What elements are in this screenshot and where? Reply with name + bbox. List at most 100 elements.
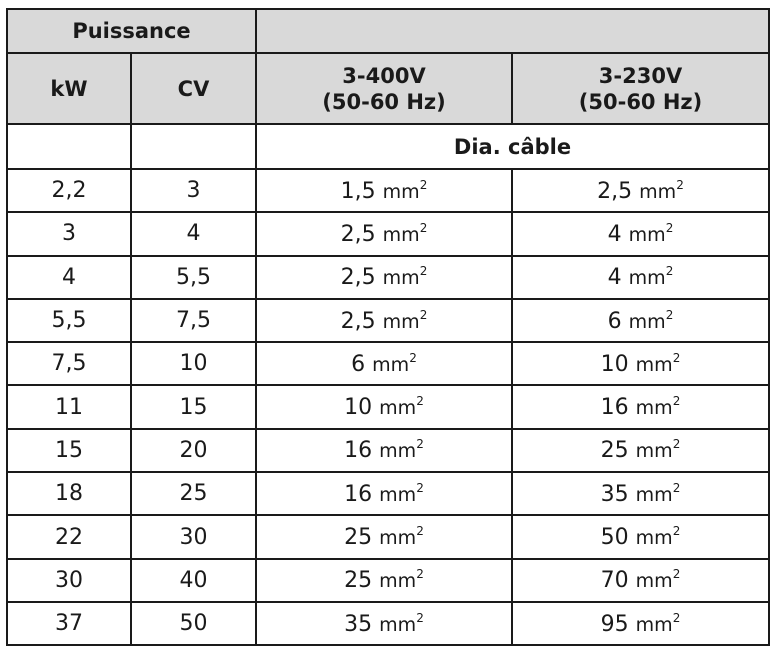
v400-cell: 25 mm2 <box>255 557 514 603</box>
cable-diameter-table: Puissance kW CV 3-400V (50-60 Hz) 3-230V… <box>5 8 771 647</box>
v400-value: 25 <box>344 568 373 594</box>
blank-subheader-cell-cv <box>129 123 258 170</box>
table-row: 5,5 7,5 2,5 mm2 6 mm2 <box>6 297 771 344</box>
v230-cell: 2,5 mm2 <box>511 167 771 214</box>
kw-cell: 18 <box>6 471 132 517</box>
v230-value: 10 <box>600 351 629 377</box>
unit-exponent: 2 <box>419 220 428 235</box>
unit-exponent: 2 <box>416 567 424 582</box>
unit-exponent: 2 <box>676 177 684 192</box>
v400-cell: 2,5 mm2 <box>255 297 514 344</box>
v400-header-line1: 3-400V <box>342 63 426 88</box>
v400-value: 10 <box>344 395 373 421</box>
v230-header-line2: (50-60 Hz) <box>578 89 703 114</box>
unit-label: mm <box>382 310 420 333</box>
unit-label: mm <box>379 570 417 593</box>
v230-value: 35 <box>600 481 629 507</box>
cv-cell: 15 <box>129 384 258 430</box>
unit-exponent: 2 <box>416 610 424 625</box>
v230-value: 70 <box>600 568 629 594</box>
unit-exponent: 2 <box>419 177 428 192</box>
header-row-columns: kW CV 3-400V (50-60 Hz) 3-230V (50-60 Hz… <box>6 52 771 125</box>
kw-cell: 30 <box>6 557 132 603</box>
v400-value: 16 <box>344 438 373 464</box>
kw-cell: 5,5 <box>6 297 132 344</box>
kw-cell: 11 <box>6 384 132 430</box>
unit-exponent: 2 <box>672 437 681 452</box>
unit-label: mm <box>635 440 673 463</box>
unit-exponent: 2 <box>665 307 674 322</box>
v230-value: 16 <box>600 395 629 421</box>
v400-value: 2,5 <box>340 265 376 291</box>
table-row: 11 15 10 mm2 16 mm2 <box>6 384 771 430</box>
unit-exponent: 2 <box>416 524 424 539</box>
table-row: 4 5,5 2,5 mm2 4 mm2 <box>6 254 771 300</box>
unit-label: mm <box>379 397 417 420</box>
v230-cell: 95 mm2 <box>511 600 771 647</box>
v230-value: 6 <box>607 308 622 334</box>
cv-cell: 20 <box>129 427 258 474</box>
table-row: 15 20 16 mm2 25 mm2 <box>6 427 771 474</box>
unit-label: mm <box>635 483 673 506</box>
unit-exponent: 2 <box>672 567 681 582</box>
v400-value: 35 <box>344 611 373 637</box>
v400-cell: 25 mm2 <box>255 514 514 560</box>
unit-label: mm <box>382 180 420 203</box>
v400-value: 16 <box>344 481 373 507</box>
unit-label: mm <box>635 397 673 420</box>
kw-cell: 22 <box>6 514 132 560</box>
v400-value: 2,5 <box>340 308 376 334</box>
unit-label: mm <box>635 570 673 593</box>
v230-column-header: 3-230V (50-60 Hz) <box>511 52 771 125</box>
cv-cell: 10 <box>129 341 258 387</box>
v400-cell: 35 mm2 <box>255 600 514 647</box>
v400-header-line2: (50-60 Hz) <box>322 89 446 114</box>
cv-cell: 25 <box>129 471 258 517</box>
v230-cell: 10 mm2 <box>511 341 771 387</box>
v400-cell: 1,5 mm2 <box>255 167 514 214</box>
unit-label: mm <box>379 527 417 550</box>
table-row: 3 4 2,5 mm2 4 mm2 <box>6 211 771 257</box>
kw-column-header: kW <box>6 52 132 125</box>
unit-label: mm <box>639 180 677 203</box>
unit-label: mm <box>635 613 673 636</box>
unit-label: mm <box>379 613 417 636</box>
unit-label: mm <box>382 267 420 290</box>
unit-label: mm <box>635 353 673 376</box>
puissance-header: Puissance <box>5 8 258 54</box>
v400-cell: 16 mm2 <box>255 471 514 517</box>
v230-value: 4 <box>607 221 622 247</box>
unit-exponent: 2 <box>672 350 681 365</box>
unit-exponent: 2 <box>416 394 424 409</box>
unit-label: mm <box>628 267 666 290</box>
cv-cell: 4 <box>129 211 258 257</box>
unit-exponent: 2 <box>672 394 681 409</box>
cv-cell: 40 <box>129 557 258 603</box>
cv-cell: 5,5 <box>129 254 258 300</box>
unit-label: mm <box>382 223 420 246</box>
v400-cell: 2,5 mm2 <box>255 211 514 257</box>
table-row: 7,5 10 6 mm2 10 mm2 <box>6 341 771 387</box>
table-row: 37 50 35 mm2 95 mm2 <box>6 600 771 647</box>
table-row: 18 25 16 mm2 35 mm2 <box>6 471 771 517</box>
v230-value: 25 <box>600 438 629 464</box>
v230-cell: 70 mm2 <box>511 557 771 603</box>
v230-cell: 4 mm2 <box>511 211 771 257</box>
v400-column-header: 3-400V (50-60 Hz) <box>255 52 514 125</box>
cv-column-header: CV <box>129 52 258 125</box>
v230-value: 50 <box>600 525 629 551</box>
v400-cell: 16 mm2 <box>255 427 514 474</box>
v230-cell: 4 mm2 <box>511 254 771 300</box>
unit-exponent: 2 <box>672 480 681 495</box>
unit-exponent: 2 <box>672 524 681 539</box>
v230-cell: 6 mm2 <box>511 297 771 344</box>
v400-value: 2,5 <box>340 221 376 247</box>
v230-cell: 50 mm2 <box>511 514 771 560</box>
cv-cell: 7,5 <box>129 297 258 344</box>
unit-exponent: 2 <box>409 350 417 365</box>
unit-label: mm <box>628 223 666 246</box>
blank-subheader-cell-kw <box>6 123 132 170</box>
unit-label: mm <box>372 353 410 376</box>
v400-cell: 2,5 mm2 <box>255 254 514 300</box>
unit-exponent: 2 <box>419 307 428 322</box>
